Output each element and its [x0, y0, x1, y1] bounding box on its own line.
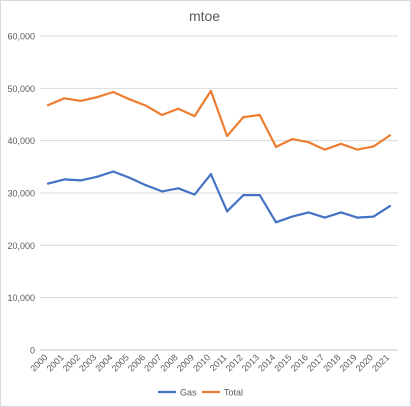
y-tick-label: 10,000 — [7, 293, 35, 303]
data-point-gas — [242, 193, 245, 197]
data-point-gas — [112, 170, 115, 173]
x-tick-label: 2017 — [305, 352, 326, 373]
data-point-total — [307, 141, 310, 144]
data-point-gas — [47, 182, 50, 185]
y-tick-label: 20,000 — [7, 241, 35, 251]
data-point-total — [79, 99, 82, 102]
series-line-gas — [46, 170, 391, 224]
data-point-gas — [128, 176, 131, 179]
data-point-total — [372, 145, 375, 148]
x-tick-label: 2021 — [370, 352, 391, 373]
data-point-gas — [226, 210, 229, 213]
data-point-total — [47, 103, 50, 107]
x-tick-label: 2009 — [175, 352, 196, 373]
data-point-gas — [177, 187, 180, 190]
x-tick-label: 2001 — [45, 352, 66, 373]
x-tick-label: 2011 — [208, 352, 229, 373]
x-tick-label: 2005 — [110, 352, 131, 373]
x-tick-label: 2006 — [126, 352, 147, 373]
data-point-total — [388, 134, 391, 137]
data-point-total — [323, 148, 326, 151]
data-point-total — [128, 98, 131, 101]
data-point-total — [112, 90, 115, 94]
data-point-gas — [95, 175, 99, 178]
x-tick-label: 2018 — [321, 352, 342, 373]
data-point-total — [258, 113, 261, 117]
x-tick-label: 2007 — [142, 352, 163, 373]
x-tick-label: 2003 — [77, 352, 98, 373]
x-tick-label: 2000 — [28, 352, 49, 373]
x-tick-label: 2002 — [61, 352, 82, 373]
data-point-total — [160, 113, 164, 117]
data-point-total — [339, 142, 343, 145]
x-tick-label: 2019 — [337, 352, 358, 373]
data-point-gas — [193, 193, 196, 196]
y-tick-label: 50,000 — [7, 84, 35, 94]
data-point-total — [356, 148, 359, 151]
data-point-gas — [79, 179, 82, 182]
data-point-gas — [356, 216, 359, 219]
data-point-total — [209, 89, 212, 93]
data-point-gas — [63, 178, 66, 181]
y-tick-label: 0 — [30, 346, 35, 356]
y-tick-label: 60,000 — [7, 32, 35, 42]
data-point-total — [177, 107, 180, 110]
y-tick-label: 30,000 — [7, 189, 35, 199]
x-tick-label: 2012 — [224, 352, 245, 373]
x-tick-label: 2016 — [289, 352, 310, 373]
series-line-total — [46, 89, 391, 151]
data-point-total — [95, 96, 99, 99]
x-tick-label: 2020 — [354, 352, 375, 373]
data-point-total — [291, 137, 294, 141]
data-point-gas — [258, 193, 261, 197]
data-point-gas — [291, 215, 294, 218]
data-point-total — [242, 116, 245, 119]
x-tick-label: 2010 — [191, 352, 212, 373]
x-tick-label: 2008 — [158, 352, 179, 373]
x-tick-label: 2014 — [256, 352, 277, 373]
chart-title: mtoe — [188, 8, 221, 24]
data-point-gas — [323, 216, 326, 219]
y-tick-label: 40,000 — [7, 136, 35, 146]
legend-label-gas: Gas — [180, 388, 197, 398]
data-point-gas — [388, 204, 391, 208]
data-point-total — [226, 134, 229, 138]
x-tick-label: 2004 — [93, 352, 114, 373]
data-point-total — [193, 114, 196, 118]
data-point-gas — [372, 215, 375, 218]
x-tick-label: 2015 — [272, 352, 293, 373]
data-point-gas — [307, 211, 310, 214]
data-point-gas — [209, 173, 212, 176]
data-point-total — [274, 145, 278, 149]
data-point-total — [63, 97, 66, 100]
data-point-gas — [274, 221, 278, 224]
data-point-total — [144, 104, 147, 107]
data-point-gas — [339, 211, 343, 214]
data-point-gas — [160, 190, 164, 193]
legend-label-total: Total — [224, 388, 243, 398]
x-tick-label: 2013 — [240, 352, 261, 373]
data-point-gas — [144, 184, 147, 187]
